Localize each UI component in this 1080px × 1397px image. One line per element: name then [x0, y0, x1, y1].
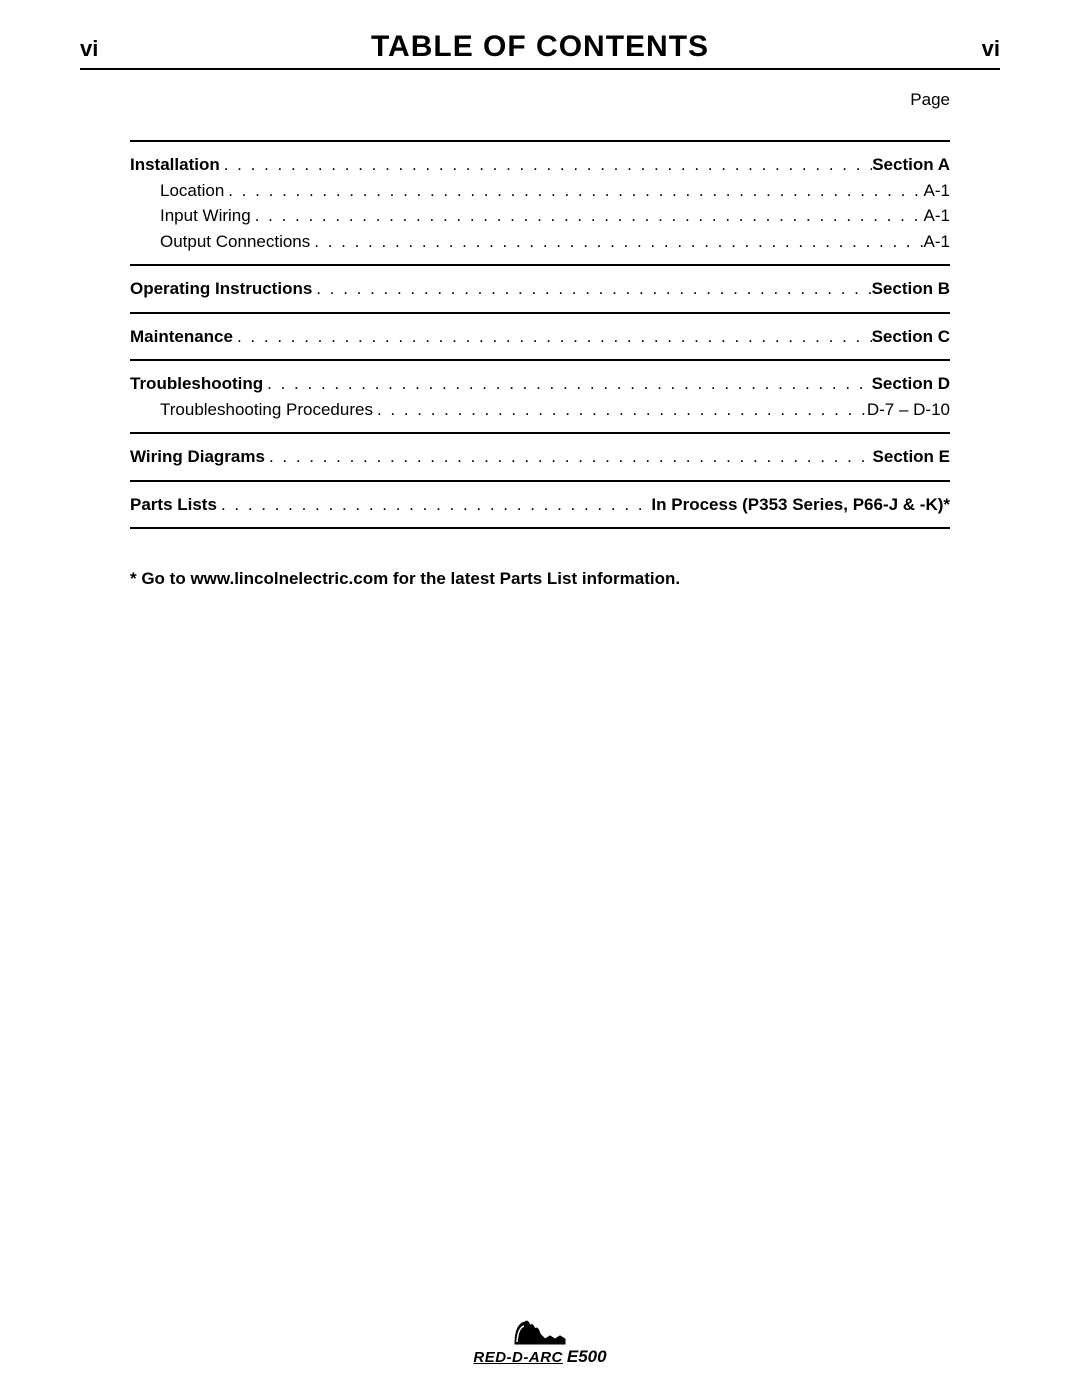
- toc-entry-page: D-7 – D-10: [867, 397, 950, 423]
- footer-logo-block: RED-D-ARCE500: [473, 1314, 606, 1367]
- toc-entry-page: Section C: [872, 324, 950, 350]
- toc-entry-label: Output Connections: [130, 229, 310, 255]
- toc-entry-label: Installation: [130, 152, 220, 178]
- toc-entry-page: A-1: [924, 203, 950, 229]
- toc-entry-label: Troubleshooting: [130, 371, 263, 397]
- toc-dots: [251, 203, 924, 229]
- header-title: TABLE OF CONTENTS: [371, 30, 709, 64]
- toc-dots: [263, 371, 871, 397]
- toc-section: TroubleshootingSection DTroubleshooting …: [130, 359, 950, 432]
- toc-entry-page: Section B: [872, 276, 950, 302]
- toc-section: Maintenance Section C: [130, 312, 950, 360]
- toc-row: Installation Section A: [130, 152, 950, 178]
- toc-dots: [233, 324, 872, 350]
- toc-row: Parts Lists In Process (P353 Series, P66-…: [130, 492, 950, 518]
- toc-section: Operating Instructions Section B: [130, 264, 950, 312]
- toc-dots: [217, 492, 651, 518]
- footer-model: E500: [567, 1347, 607, 1366]
- toc-dots: [265, 444, 873, 470]
- toc-section: Parts Lists In Process (P353 Series, P66-…: [130, 480, 950, 530]
- brand-logo-icon: [500, 1314, 580, 1349]
- header-right-page: vi: [982, 36, 1000, 62]
- toc-entry-label: Maintenance: [130, 324, 233, 350]
- toc-entry-label: Location: [130, 178, 224, 204]
- toc-dots: [224, 178, 923, 204]
- toc-row: Wiring Diagrams Section E: [130, 444, 950, 470]
- toc-row: Maintenance Section C: [130, 324, 950, 350]
- toc-entry-label: Troubleshooting Procedures: [130, 397, 373, 423]
- toc-entry-label: Operating Instructions: [130, 276, 312, 302]
- header-left-page: vi: [80, 36, 98, 62]
- toc-entry-page: A-1: [924, 178, 950, 204]
- toc-dots: [312, 276, 871, 302]
- page-footer: RED-D-ARCE500: [0, 1314, 1080, 1367]
- toc-row: Location A-1: [130, 178, 950, 204]
- toc-section: InstallationSection ALocationA-1Input Wi…: [130, 140, 950, 264]
- toc-entry-page: A-1: [924, 229, 950, 255]
- footnote: * Go to www.lincolnelectric.com for the …: [130, 569, 1000, 589]
- toc-row: Troubleshooting Section D: [130, 371, 950, 397]
- table-of-contents: InstallationSection ALocationA-1Input Wi…: [130, 140, 950, 529]
- toc-entry-label: Wiring Diagrams: [130, 444, 265, 470]
- toc-section: Wiring Diagrams Section E: [130, 432, 950, 480]
- footer-brand: RED-D-ARC: [473, 1349, 563, 1366]
- page-column-label: Page: [80, 90, 950, 110]
- toc-row: Troubleshooting Procedures D-7 – D-10: [130, 397, 950, 423]
- toc-entry-page: Section E: [873, 444, 950, 470]
- toc-entry-label: Parts Lists: [130, 492, 217, 518]
- toc-dots: [220, 152, 872, 178]
- toc-row: Operating Instructions Section B: [130, 276, 950, 302]
- toc-entry-page: Section D: [872, 371, 950, 397]
- toc-dots: [373, 397, 867, 423]
- toc-entry-page: Section A: [872, 152, 950, 178]
- toc-dots: [310, 229, 923, 255]
- toc-row: Output Connections A-1: [130, 229, 950, 255]
- page-header: vi TABLE OF CONTENTS vi: [80, 30, 1000, 70]
- toc-entry-page: In Process (P353 Series, P66-J & -K)*: [651, 492, 950, 518]
- toc-row: Input Wiring A-1: [130, 203, 950, 229]
- toc-entry-label: Input Wiring: [130, 203, 251, 229]
